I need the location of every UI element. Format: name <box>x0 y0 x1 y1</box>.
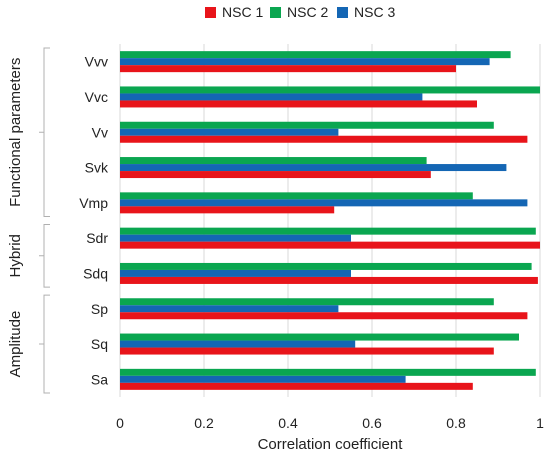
bar-sq-nsc-2 <box>120 333 519 341</box>
group-brackets: Functional parameters Hybrid Amplitude <box>7 47 50 394</box>
legend-swatch <box>270 7 281 18</box>
legend-label: NSC 3 <box>354 4 396 20</box>
bar-vv-nsc-2 <box>120 121 494 129</box>
bar-sa-nsc-1 <box>120 382 473 390</box>
category-label: Vvc <box>85 89 108 105</box>
x-tick-label: 0.2 <box>194 415 214 431</box>
bar-svk-nsc-1 <box>120 171 431 179</box>
x-axis-title: Correlation coefficient <box>258 436 404 453</box>
x-tick-labels: 0 0.2 0.4 0.6 0.8 1 <box>116 415 544 431</box>
legend-item: NSC 1 <box>205 4 263 20</box>
bar-sdr-nsc-1 <box>120 241 540 249</box>
group-label: Hybrid <box>7 234 24 277</box>
group-bracket <box>39 47 50 217</box>
group-bracket <box>39 294 50 394</box>
bar-vvc-nsc-3 <box>120 93 423 101</box>
bar-sdr-nsc-2 <box>120 227 536 235</box>
bar-sdq-nsc-3 <box>120 269 351 277</box>
bar-vvv-nsc-2 <box>120 51 511 59</box>
bar-vvc-nsc-2 <box>120 86 540 94</box>
legend-swatch <box>337 7 348 18</box>
category-label: Sp <box>91 301 108 317</box>
bar-sa-nsc-3 <box>120 375 406 383</box>
category-label: Vv <box>92 124 108 140</box>
bar-sq-nsc-1 <box>120 347 494 355</box>
bar-svk-nsc-2 <box>120 157 427 165</box>
bar-svk-nsc-3 <box>120 164 507 172</box>
x-tick-label: 0.8 <box>446 415 466 431</box>
group-bracket <box>39 224 50 288</box>
legend-label: NSC 2 <box>287 4 329 20</box>
category-label: Sdr <box>86 230 108 246</box>
category-label: Sa <box>91 371 108 387</box>
bar-vvv-nsc-3 <box>120 58 490 66</box>
category-label: Vvv <box>85 54 108 70</box>
x-tick-label: 1 <box>536 415 544 431</box>
category-label: Sq <box>91 336 108 352</box>
bar-vv-nsc-3 <box>120 128 339 136</box>
bars-layer <box>120 51 540 390</box>
chart-legend: NSC 1 NSC 2 NSC 3 <box>0 4 550 24</box>
bar-vvc-nsc-1 <box>120 100 477 108</box>
category-label: Svk <box>85 160 109 176</box>
bar-vmp-nsc-2 <box>120 192 473 200</box>
bar-vmp-nsc-3 <box>120 199 528 207</box>
legend-item: NSC 2 <box>270 4 328 20</box>
legend-swatch <box>205 7 216 18</box>
category-label: Vmp <box>79 195 108 211</box>
bar-vvv-nsc-1 <box>120 65 456 73</box>
bar-sdq-nsc-2 <box>120 262 532 270</box>
category-labels: Vvv Vvc Vv Svk Vmp Sdr Sdq Sp Sq Sa <box>79 54 109 388</box>
x-tick-label: 0 <box>116 415 124 431</box>
bar-vv-nsc-1 <box>120 135 528 143</box>
bar-sdq-nsc-1 <box>120 276 538 284</box>
group-label: Amplitude <box>7 311 24 378</box>
group-label: Functional parameters <box>7 58 24 207</box>
bar-sa-nsc-2 <box>120 368 536 376</box>
category-label: Sdq <box>83 265 108 281</box>
bar-sp-nsc-2 <box>120 298 494 306</box>
bar-sp-nsc-1 <box>120 312 528 320</box>
x-tick-label: 0.6 <box>362 415 382 431</box>
bar-sq-nsc-3 <box>120 340 356 348</box>
x-tick-label: 0.4 <box>278 415 298 431</box>
bar-sp-nsc-3 <box>120 305 339 313</box>
bar-sdr-nsc-3 <box>120 234 351 242</box>
legend-label: NSC 1 <box>222 4 264 20</box>
legend-item: NSC 3 <box>337 4 395 20</box>
bar-vmp-nsc-1 <box>120 206 335 214</box>
